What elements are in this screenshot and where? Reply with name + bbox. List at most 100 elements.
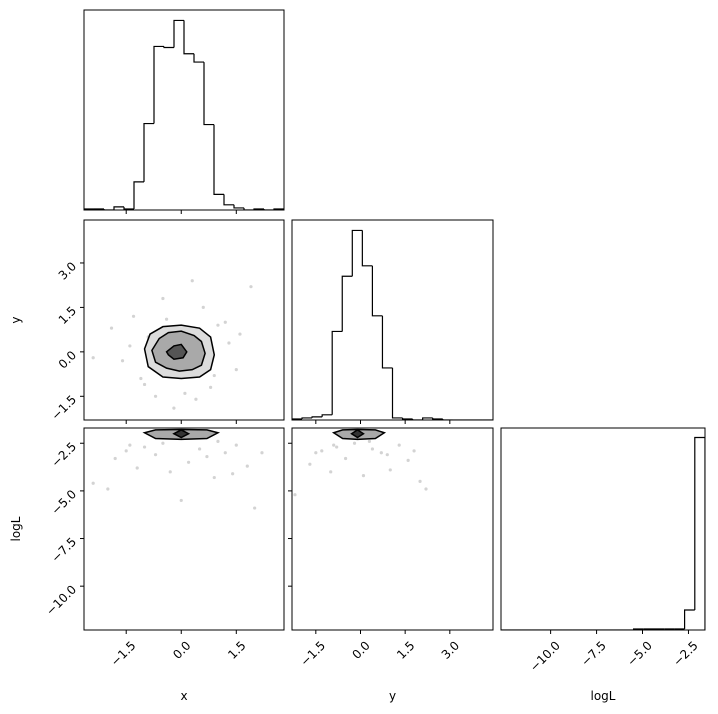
histogram-bin: [233, 204, 244, 209]
sample-point: [153, 453, 158, 457]
sample-point: [385, 453, 389, 457]
sample-point: [329, 470, 333, 474]
histogram-bin: [391, 367, 403, 419]
sample-point: [234, 368, 238, 372]
histogram-bin: [311, 416, 323, 418]
sample-point: [142, 445, 147, 449]
histogram-bin: [243, 207, 254, 210]
histogram-bin: [412, 418, 423, 420]
plot-area: [84, 19, 284, 210]
histogram-bin: [263, 208, 274, 210]
sample-point: [153, 394, 158, 398]
sample-point: [197, 447, 202, 451]
histogram-bin: [351, 229, 363, 277]
sample-point: [335, 445, 339, 449]
histogram-bin: [103, 208, 114, 210]
plot-area: [501, 436, 705, 630]
histogram-bin: [442, 418, 453, 420]
sample-point: [367, 439, 372, 443]
histogram-bin: [273, 208, 284, 210]
sample-point: [120, 359, 125, 363]
sample-point: [201, 305, 205, 310]
axes-frame: [500, 427, 706, 631]
sample-point: [91, 481, 95, 485]
histogram-bin: [173, 19, 184, 48]
panel: −10.0 −7.5 −5.0 −2.5 logL: [500, 427, 706, 703]
histogram-bin: [292, 418, 303, 420]
x-tick-label: 3.0: [439, 638, 462, 661]
sample-point: [314, 451, 318, 455]
sample-point: [245, 464, 249, 468]
sample-point: [361, 474, 366, 478]
y-tick-label: −1.5: [49, 393, 80, 424]
sample-point: [388, 468, 392, 472]
histogram-bin: [203, 62, 214, 126]
x-tick-label: −1.5: [108, 638, 139, 669]
sample-point: [216, 323, 220, 327]
sample-point: [352, 441, 357, 445]
sample-point: [109, 326, 114, 330]
sample-point: [212, 475, 216, 480]
sample-point: [142, 382, 147, 387]
x-axis-label: logL: [591, 689, 616, 703]
histogram-bin: [381, 315, 393, 369]
sample-point: [370, 447, 374, 451]
sample-point: [412, 449, 416, 453]
histogram-bin: [113, 206, 124, 210]
y-tick-label: −7.5: [49, 535, 80, 566]
x-tick-label: −10.0: [527, 638, 563, 674]
x-axis-label: y: [389, 689, 396, 703]
panel: −1.5 0.0 1.5 −10.0 −7.5 −5.0 −2.5 x logL: [9, 427, 285, 703]
sample-point: [418, 479, 422, 483]
histogram-bin: [683, 609, 695, 629]
sample-point: [91, 356, 95, 360]
sample-point: [344, 456, 348, 461]
sample-point: [234, 443, 238, 447]
sample-point: [223, 320, 227, 324]
histogram-bin: [223, 194, 234, 206]
histogram-bin: [301, 417, 313, 419]
histogram-bin: [193, 53, 204, 63]
plot-area: [292, 229, 493, 420]
density-contour: [172, 429, 191, 439]
x-tick-label: −2.5: [670, 638, 701, 669]
histogram-bin: [153, 45, 164, 124]
sample-point: [320, 449, 324, 453]
axes-frame: [291, 219, 494, 421]
sample-point: [406, 458, 410, 462]
y-axis-label: y: [9, 316, 23, 323]
x-tick-label: 1.5: [225, 638, 248, 661]
sample-point: [205, 454, 209, 459]
axes-frame: [83, 9, 285, 211]
sample-point: [164, 317, 169, 321]
sample-point: [161, 296, 165, 301]
plot-area: [91, 279, 253, 410]
histogram-bin: [84, 208, 94, 210]
sample-point: [332, 443, 336, 447]
sample-point: [161, 441, 165, 445]
sample-point: [253, 506, 257, 510]
sample-point: [128, 344, 132, 348]
axes-frame: [83, 219, 285, 421]
x-axis-label: x: [180, 689, 187, 703]
sample-point: [238, 332, 242, 336]
histogram-bin: [432, 417, 443, 420]
y-tick-label: −2.5: [49, 439, 80, 470]
y-tick-label: 3.0: [56, 259, 79, 282]
sample-point: [249, 285, 253, 289]
density-contour: [165, 343, 188, 361]
panel: −1.5 0.0 1.5 3.0 y: [288, 427, 494, 703]
panel: [291, 219, 494, 424]
y-tick-label: 0.0: [56, 348, 79, 371]
sample-point: [227, 341, 231, 345]
sample-point: [209, 385, 213, 390]
sample-point: [183, 391, 187, 395]
y-tick-label: 1.5: [56, 304, 79, 327]
histogram-bin: [422, 417, 433, 420]
sample-point: [212, 373, 216, 378]
axes-frame: [291, 427, 494, 631]
sample-point: [172, 406, 176, 410]
y-tick-label: −10.0: [43, 582, 79, 618]
sample-point: [135, 466, 139, 470]
x-tick-label: −1.5: [298, 638, 329, 669]
